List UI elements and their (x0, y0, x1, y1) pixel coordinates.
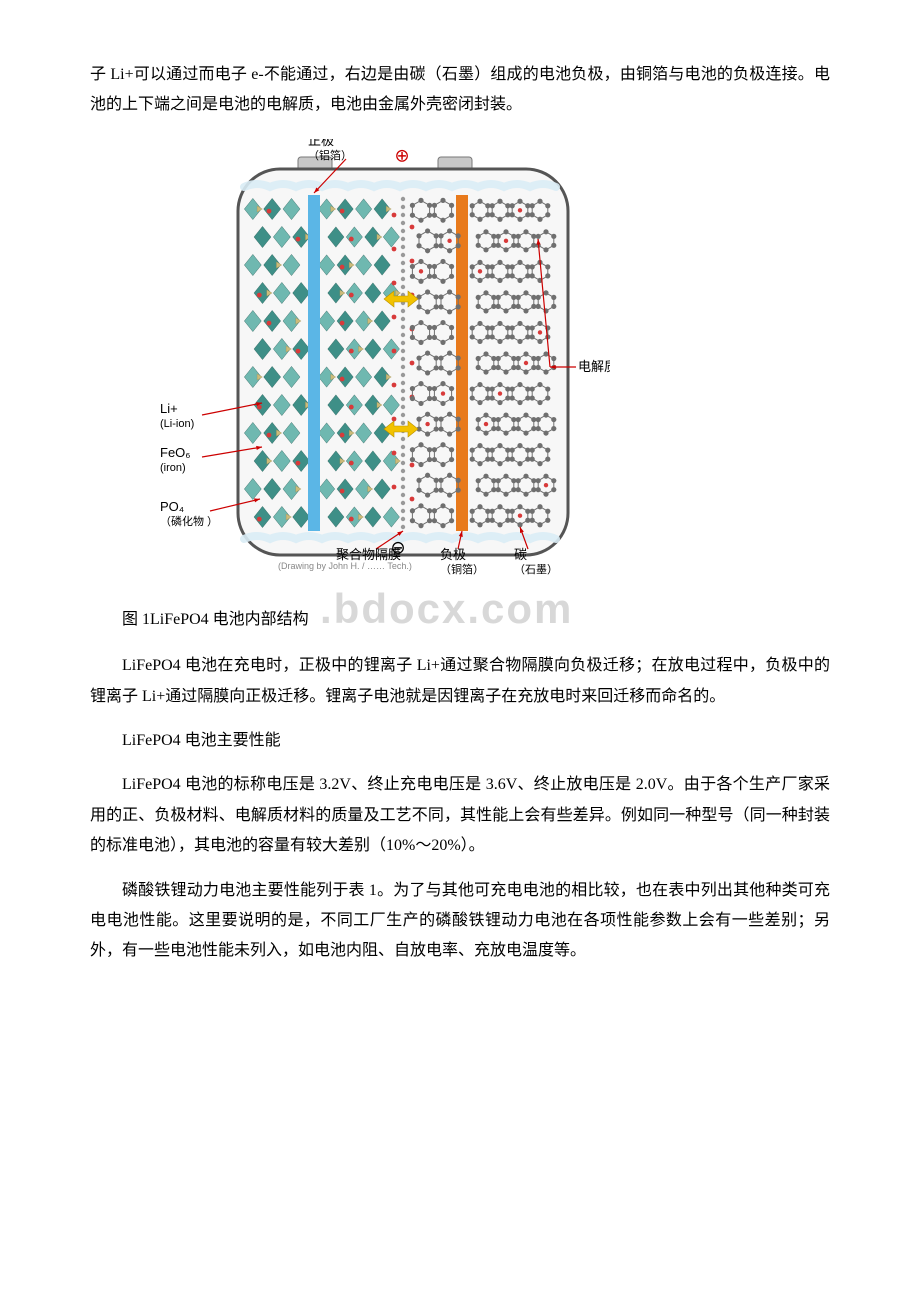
svg-text:Li+: Li+ (160, 401, 178, 416)
svg-text:（铝箔）: （铝箔） (308, 148, 352, 162)
figure-caption: 图 1LiFePO4 电池内部结构 (90, 605, 830, 635)
paragraph-5: 磷酸铁锂动力电池主要性能列于表 1。为了与其他可充电电池的相比较，也在表中列出其… (90, 876, 830, 967)
paragraph-3: LiFePO4 电池主要性能 (90, 726, 830, 756)
svg-text:碳: 碳 (514, 547, 527, 562)
svg-text:(iron): (iron) (160, 462, 186, 474)
svg-text:PO₄: PO₄ (160, 499, 184, 514)
svg-text:（铜箔）: （铜箔） (440, 562, 484, 576)
svg-text:(Li-ion): (Li-ion) (160, 418, 194, 430)
battery-diagram: ⊕⊖正极（铝箔）电解质Li+(Li-ion)FeO₆(iron)PO₄（磷化物 … (150, 139, 610, 599)
svg-text:（石墨）: （石墨） (514, 563, 558, 576)
battery-svg: ⊕⊖正极（铝箔）电解质Li+(Li-ion)FeO₆(iron)PO₄（磷化物 … (150, 139, 610, 599)
svg-text:负极: 负极 (440, 547, 466, 562)
figure-container: ⊕⊖正极（铝箔）电解质Li+(Li-ion)FeO₆(iron)PO₄（磷化物 … (150, 139, 610, 599)
svg-text:FeO₆: FeO₆ (160, 445, 191, 460)
svg-text:正极: 正极 (308, 139, 334, 148)
paragraph-1: 子 Li+可以通过而电子 e-不能通过，右边是由碳（石墨）组成的电池负极，由铜箔… (90, 60, 830, 121)
svg-text:聚合物隔膜: 聚合物隔膜 (336, 547, 401, 562)
svg-text:（磷化物 ）: （磷化物 ） (160, 514, 218, 528)
paragraph-4: LiFePO4 电池的标称电压是 3.2V、终止充电电压是 3.6V、终止放电压… (90, 770, 830, 861)
svg-text:⊕: ⊕ (394, 145, 409, 165)
svg-text:电解质: 电解质 (578, 359, 610, 374)
svg-text:(Drawing by John H. / …… Tech.: (Drawing by John H. / …… Tech.) (278, 561, 412, 571)
paragraph-2: LiFePO4 电池在充电时，正极中的锂离子 Li+通过聚合物隔膜向负极迁移；在… (90, 651, 830, 712)
